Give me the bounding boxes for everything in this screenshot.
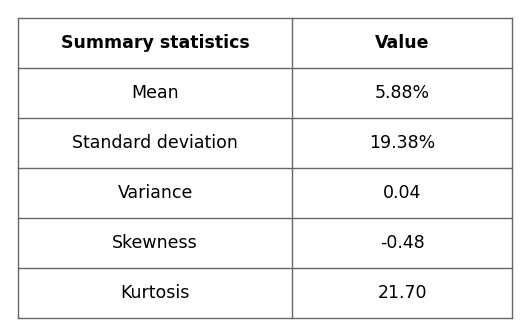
Text: -0.48: -0.48: [379, 234, 425, 252]
Text: Skewness: Skewness: [112, 234, 198, 252]
Text: 0.04: 0.04: [383, 184, 421, 202]
Text: Value: Value: [375, 34, 429, 52]
Text: 5.88%: 5.88%: [375, 84, 430, 102]
Text: Variance: Variance: [118, 184, 193, 202]
Text: Summary statistics: Summary statistics: [61, 34, 250, 52]
Text: Mean: Mean: [131, 84, 179, 102]
Text: 19.38%: 19.38%: [369, 134, 435, 152]
Text: Kurtosis: Kurtosis: [120, 284, 190, 302]
Text: 21.70: 21.70: [377, 284, 427, 302]
Text: Standard deviation: Standard deviation: [72, 134, 238, 152]
